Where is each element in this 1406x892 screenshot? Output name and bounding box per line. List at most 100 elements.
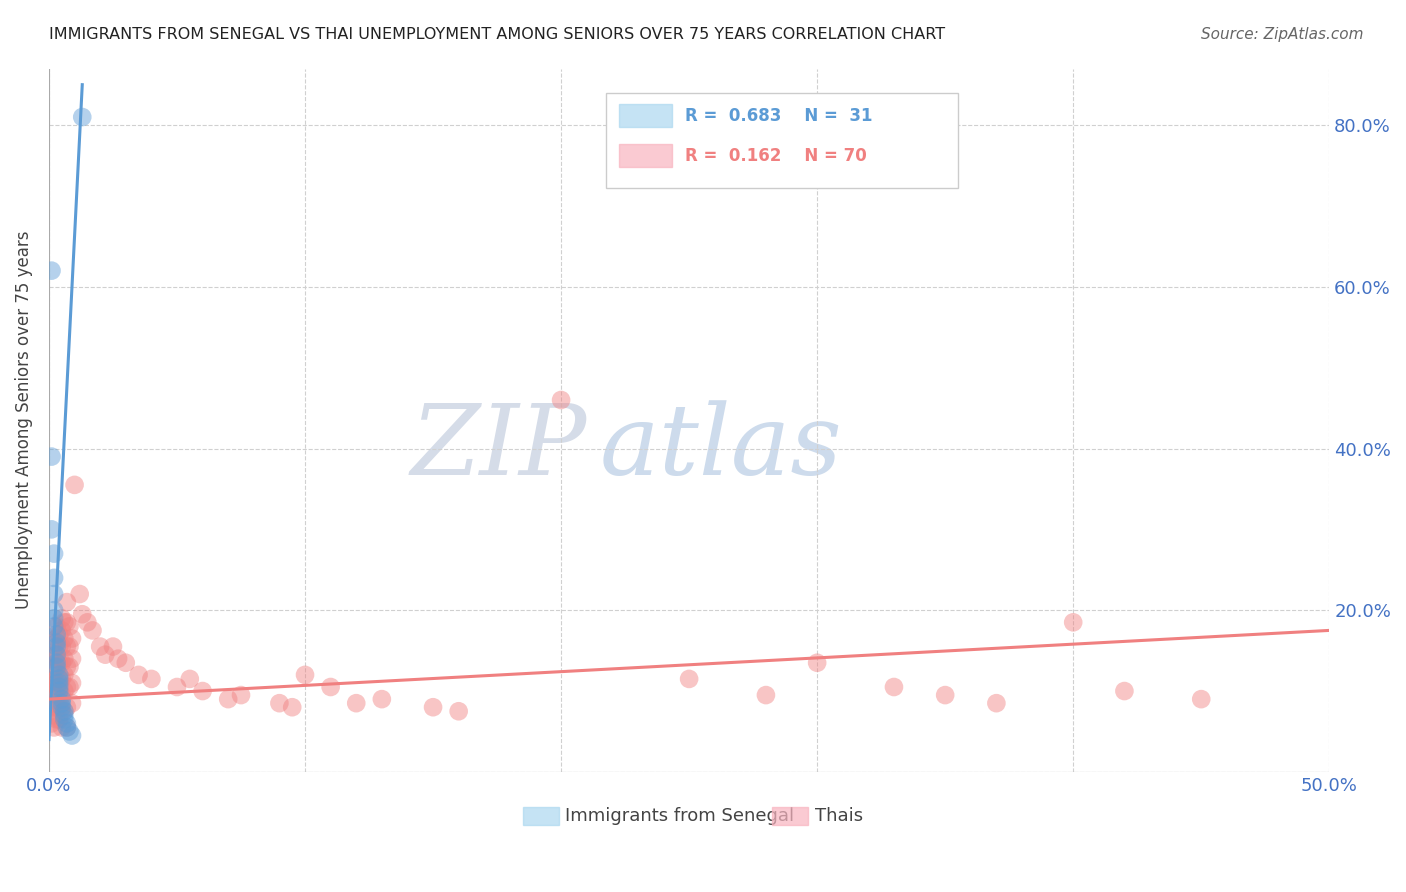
Point xyxy=(53,651,76,665)
Point xyxy=(191,684,214,698)
Point xyxy=(42,571,65,585)
Point xyxy=(48,656,70,670)
Point xyxy=(58,680,80,694)
Point xyxy=(48,700,70,714)
Point xyxy=(42,619,65,633)
Point xyxy=(217,692,239,706)
Point xyxy=(53,704,76,718)
Point xyxy=(45,619,67,633)
Point xyxy=(107,651,129,665)
Point xyxy=(51,688,73,702)
Point xyxy=(56,615,79,630)
Point xyxy=(53,615,76,630)
Point xyxy=(114,656,136,670)
Point xyxy=(51,672,73,686)
Point xyxy=(48,668,70,682)
Point xyxy=(72,110,94,124)
Point xyxy=(179,672,201,686)
Text: Source: ZipAtlas.com: Source: ZipAtlas.com xyxy=(1201,27,1364,42)
Point xyxy=(550,392,572,407)
Point xyxy=(986,696,1008,710)
Point xyxy=(45,664,67,678)
Bar xyxy=(619,104,672,127)
Point xyxy=(166,680,188,694)
Point xyxy=(42,648,65,662)
Point xyxy=(41,263,63,277)
Point xyxy=(45,712,67,726)
Point xyxy=(42,672,65,686)
FancyBboxPatch shape xyxy=(606,93,957,188)
Point xyxy=(53,712,76,726)
Point xyxy=(41,700,63,714)
Point xyxy=(48,676,70,690)
Point xyxy=(371,692,394,706)
Point xyxy=(56,640,79,654)
Point xyxy=(45,632,67,646)
Point xyxy=(45,635,67,649)
Text: Immigrants from Senegal: Immigrants from Senegal xyxy=(565,806,794,824)
Point xyxy=(56,700,79,714)
Point xyxy=(42,708,65,723)
Point xyxy=(229,688,252,702)
Point xyxy=(58,619,80,633)
Point xyxy=(294,668,316,682)
Point xyxy=(76,615,98,630)
Point xyxy=(45,660,67,674)
Point xyxy=(58,724,80,739)
Point xyxy=(128,668,150,682)
Point xyxy=(41,676,63,690)
Point xyxy=(41,716,63,731)
Point xyxy=(82,624,104,638)
Point xyxy=(806,656,828,670)
Point xyxy=(53,708,76,723)
Point xyxy=(1189,692,1212,706)
Text: ZIP: ZIP xyxy=(411,401,586,496)
Point xyxy=(51,721,73,735)
Point xyxy=(42,611,65,625)
Point xyxy=(51,692,73,706)
Point xyxy=(934,688,956,702)
Point xyxy=(60,632,83,646)
Point xyxy=(56,680,79,694)
Text: R =  0.683    N =  31: R = 0.683 N = 31 xyxy=(685,107,873,126)
Point xyxy=(60,651,83,665)
Point xyxy=(101,640,124,654)
Point xyxy=(45,627,67,641)
Point xyxy=(45,640,67,654)
Point xyxy=(45,688,67,702)
Point xyxy=(60,729,83,743)
Point xyxy=(41,450,63,464)
Point xyxy=(53,668,76,682)
Point xyxy=(94,648,117,662)
Point xyxy=(42,635,65,649)
Point xyxy=(48,684,70,698)
Point xyxy=(344,696,367,710)
Point xyxy=(1114,684,1136,698)
Point xyxy=(69,587,91,601)
Point xyxy=(51,656,73,670)
Bar xyxy=(523,807,558,824)
Point xyxy=(1062,615,1084,630)
Point xyxy=(42,721,65,735)
Point xyxy=(42,684,65,698)
Point xyxy=(53,684,76,698)
Point xyxy=(53,632,76,646)
Point xyxy=(755,688,778,702)
Point xyxy=(45,676,67,690)
Point xyxy=(58,640,80,654)
Point xyxy=(48,684,70,698)
Point xyxy=(48,627,70,641)
Text: IMMIGRANTS FROM SENEGAL VS THAI UNEMPLOYMENT AMONG SENIORS OVER 75 YEARS CORRELA: IMMIGRANTS FROM SENEGAL VS THAI UNEMPLOY… xyxy=(49,27,945,42)
Point xyxy=(269,696,291,710)
Point xyxy=(42,547,65,561)
Text: atlas: atlas xyxy=(599,401,842,496)
Point xyxy=(42,587,65,601)
Point xyxy=(422,700,444,714)
Point xyxy=(42,660,65,674)
Point xyxy=(45,651,67,665)
Point xyxy=(41,522,63,536)
Point xyxy=(58,660,80,674)
Point xyxy=(45,656,67,670)
Point xyxy=(42,603,65,617)
Point xyxy=(48,672,70,686)
